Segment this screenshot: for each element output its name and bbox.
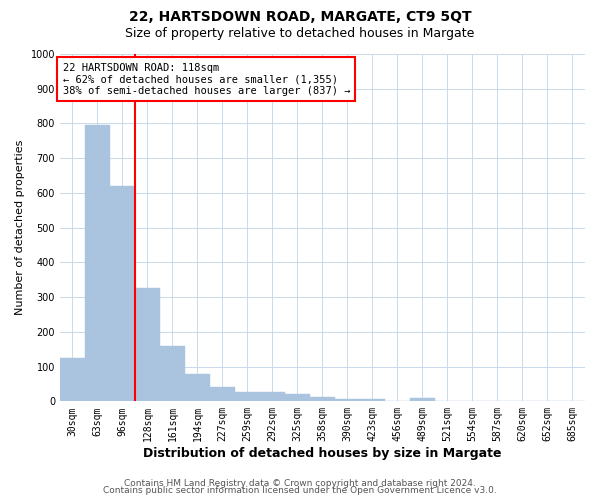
Bar (135, 288, 160, 402)
Bar (285, 394, 310, 402)
Bar (60, 358, 85, 402)
Text: Size of property relative to detached houses in Margate: Size of property relative to detached ho… (125, 28, 475, 40)
Bar (310, 397, 335, 402)
Text: 22 HARTSDOWN ROAD: 118sqm
← 62% of detached houses are smaller (1,355)
38% of se: 22 HARTSDOWN ROAD: 118sqm ← 62% of detac… (62, 62, 350, 96)
Bar (110, 186, 135, 402)
Bar (335, 398, 360, 402)
Bar (160, 346, 185, 402)
Bar (185, 374, 210, 402)
Bar (210, 388, 235, 402)
Y-axis label: Number of detached properties: Number of detached properties (15, 140, 25, 316)
Text: Contains public sector information licensed under the Open Government Licence v3: Contains public sector information licen… (103, 486, 497, 495)
Bar (85, 125, 110, 402)
Bar (260, 392, 285, 402)
Bar (360, 398, 385, 402)
Bar (235, 392, 260, 402)
Text: 22, HARTSDOWN ROAD, MARGATE, CT9 5QT: 22, HARTSDOWN ROAD, MARGATE, CT9 5QT (128, 10, 472, 24)
Text: Contains HM Land Registry data © Crown copyright and database right 2024.: Contains HM Land Registry data © Crown c… (124, 478, 476, 488)
X-axis label: Distribution of detached houses by size in Margate: Distribution of detached houses by size … (143, 447, 502, 460)
Bar (410, 398, 435, 402)
